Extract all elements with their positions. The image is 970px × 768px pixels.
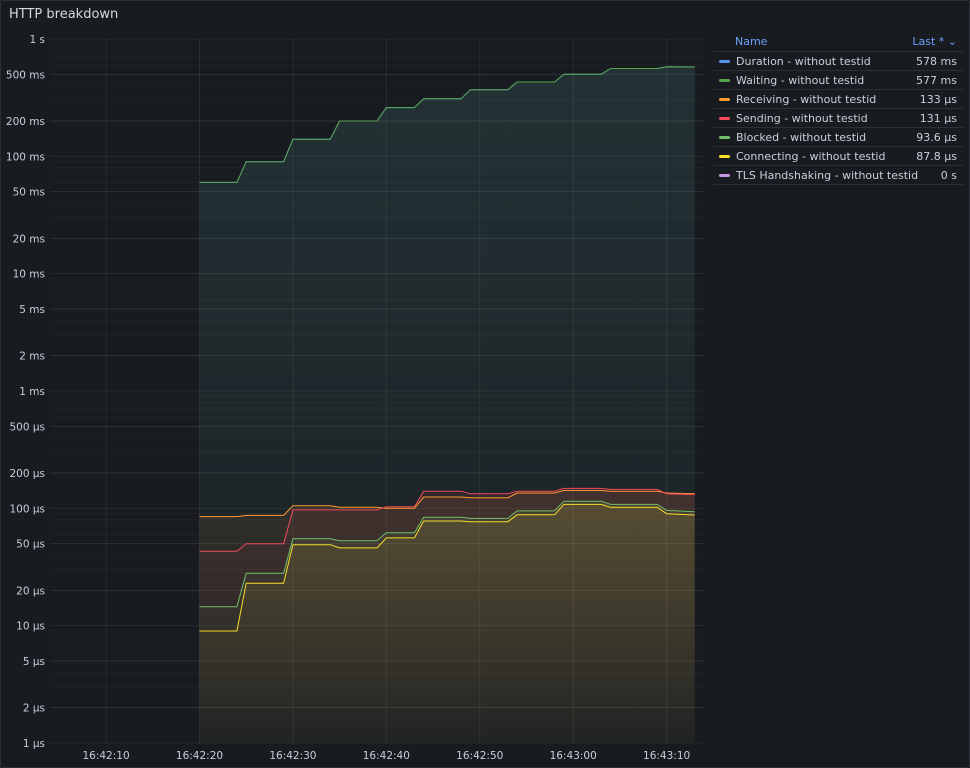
y-tick-label: 100 µs [9,503,45,515]
legend-item[interactable]: Receiving - without testid 133 µs [713,90,963,109]
x-tick-label: 16:42:40 [363,750,410,762]
y-tick-label: 200 µs [9,468,45,480]
legend-swatch [719,78,730,82]
series-line [199,503,695,632]
legend-table: Name Last * ⌄ Duration - without testid 5… [713,33,963,185]
legend-item-value: 577 ms [916,73,957,87]
legend-item[interactable]: Blocked - without testid 93.6 µs [713,128,963,147]
y-tick-label: 10 µs [16,621,45,633]
legend-item[interactable]: Duration - without testid 578 ms [713,52,963,71]
legend-swatch [719,59,730,63]
y-tick-label: 20 µs [16,585,45,597]
y-tick-label: 5 ms [19,304,45,316]
x-tick-label: 16:42:20 [176,750,223,762]
legend-item-name: Waiting - without testid [736,73,865,87]
y-tick-label: 10 ms [13,269,45,281]
y-tick-label: 200 ms [6,116,45,128]
y-tick-label: 2 ms [19,351,45,363]
y-tick-label: 500 ms [6,69,45,81]
legend-item[interactable]: Waiting - without testid 577 ms [713,71,963,90]
legend-name-header[interactable]: Name [735,35,768,48]
series-line [199,66,695,183]
panel-title[interactable]: HTTP breakdown [9,7,119,22]
y-tick-label: 5 µs [23,656,45,668]
legend-item[interactable]: Sending - without testid 131 µs [713,109,963,128]
legend-item-name: Sending - without testid [736,111,868,125]
x-tick-label: 16:42:30 [269,750,316,762]
legend-item-name: Connecting - without testid [736,149,886,163]
y-tick-label: 500 µs [9,421,45,433]
legend-item-value: 131 µs [919,111,957,125]
y-tick-label: 1 s [30,34,46,46]
legend-item-name: TLS Handshaking - without testid [736,168,919,182]
legend-swatch [719,135,730,139]
legend-swatch [719,173,730,177]
series-line [199,500,695,608]
legend-item-value: 0 s [940,168,957,182]
legend-item[interactable]: TLS Handshaking - without testid 0 s [713,166,963,185]
y-tick-label: 1 ms [19,386,45,398]
legend-item-value: 578 ms [916,54,957,68]
legend-item-value: 93.6 µs [916,130,957,144]
y-tick-label: 50 µs [16,539,45,551]
legend-swatch [719,116,730,120]
legend-item-value: 133 µs [919,92,957,106]
legend-header: Name Last * ⌄ [713,33,963,52]
x-tick-label: 16:43:10 [643,750,690,762]
legend-swatch [719,154,730,158]
x-tick-label: 16:43:00 [550,750,597,762]
series-area [199,504,695,743]
legend-item-name: Receiving - without testid [736,92,877,106]
y-tick-label: 50 ms [13,187,45,199]
series-line [199,490,695,518]
x-tick-label: 16:42:50 [456,750,503,762]
y-tick-label: 100 ms [6,151,45,163]
legend-swatch [719,97,730,101]
legend-item-value: 87.8 µs [916,149,957,163]
legend-last-sort-header[interactable]: Last * ⌄ [912,35,957,48]
y-tick-label: 20 ms [13,233,45,245]
legend-item-name: Blocked - without testid [736,130,867,144]
legend-item-name: Duration - without testid [736,54,871,68]
y-tick-label: 1 µs [23,738,45,750]
series-line [199,487,695,552]
x-tick-label: 16:42:10 [82,750,129,762]
legend-item[interactable]: Connecting - without testid 87.8 µs [713,147,963,166]
y-tick-label: 2 µs [23,703,45,715]
